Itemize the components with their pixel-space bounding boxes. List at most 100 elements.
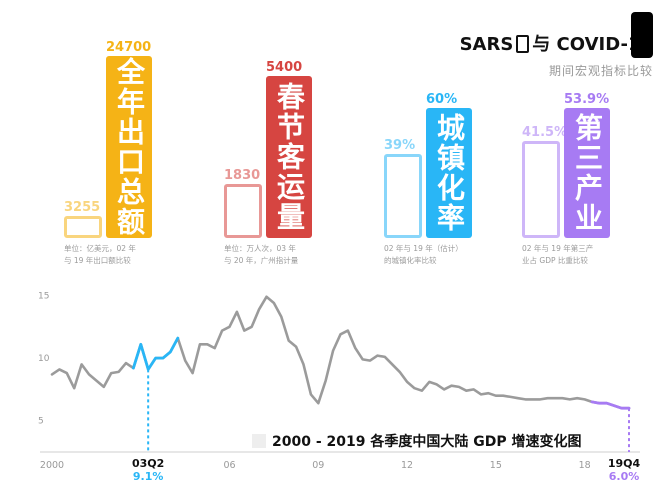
- data-point: [140, 344, 141, 345]
- y-tick-label: 10: [38, 354, 50, 364]
- data-point: [525, 399, 526, 400]
- metric-note: 单位：万人次，03 年 与 20 年，广州指计量: [224, 243, 344, 267]
- metric-ghost-bar: [224, 184, 262, 238]
- data-point: [599, 403, 600, 404]
- data-point: [517, 398, 518, 399]
- highlight-label: 19Q4 6.0%: [599, 457, 649, 483]
- data-point: [229, 326, 230, 327]
- data-point: [621, 408, 622, 409]
- x-tick-label: 2000: [40, 460, 64, 471]
- data-point: [384, 356, 385, 357]
- data-point: [392, 364, 393, 365]
- metric-ghost-bar: [522, 141, 560, 238]
- metric-note-line2: 的城镇化率比较: [384, 256, 437, 265]
- data-point: [473, 389, 474, 390]
- metric-note-line1: 02 年与 19 年第三产: [522, 244, 594, 253]
- data-point: [259, 309, 260, 310]
- data-point: [333, 350, 334, 351]
- data-point: [214, 348, 215, 349]
- metric-note-line2: 与 19 年出口额比较: [64, 256, 131, 265]
- data-point: [81, 364, 82, 365]
- data-point: [532, 399, 533, 400]
- data-point: [303, 364, 304, 365]
- highlight-value: 6.0%: [608, 470, 640, 483]
- highlight-period: 03Q2: [132, 457, 165, 470]
- data-point: [399, 371, 400, 372]
- data-point: [503, 395, 504, 396]
- data-point: [606, 403, 607, 404]
- metric-low-value: 1830: [224, 168, 261, 183]
- metric-bar: 春节客运量: [266, 76, 312, 238]
- metric-high-value: 60%: [426, 92, 458, 107]
- data-point: [155, 358, 156, 359]
- x-tick-label: 15: [490, 460, 502, 471]
- data-point: [347, 330, 348, 331]
- data-point: [192, 373, 193, 374]
- y-tick-label: 15: [38, 292, 49, 302]
- chart-title: 2000 - 2019 各季度中国大陆 GDP 增速变化图: [252, 431, 581, 451]
- data-point: [421, 390, 422, 391]
- page-title-block: SARS 与 COVID-19 期间宏观指标比较: [413, 12, 653, 79]
- metric-note-line2: 与 20 年，广州指计量: [224, 256, 299, 265]
- metric-high-value: 5400: [266, 60, 303, 75]
- data-point: [466, 390, 467, 391]
- metric-note: 02 年与 19 年第三产 业占 GDP 比重比较: [522, 243, 642, 267]
- data-point: [133, 368, 134, 369]
- data-point: [222, 330, 223, 331]
- data-point: [510, 396, 511, 397]
- data-point: [162, 358, 163, 359]
- data-point: [207, 344, 208, 345]
- data-point: [444, 389, 445, 390]
- metric-high-value: 24700: [106, 40, 152, 55]
- metric-note-line1: 单位：亿美元，02 年: [64, 244, 136, 253]
- data-point: [340, 334, 341, 335]
- data-point: [103, 386, 104, 387]
- data-point: [185, 360, 186, 361]
- metric-note-line2: 业占 GDP 比重比较: [522, 256, 588, 265]
- data-point: [251, 326, 252, 327]
- data-point: [562, 398, 563, 399]
- data-point: [377, 355, 378, 356]
- x-tick-label: 12: [401, 460, 413, 471]
- data-point: [88, 374, 89, 375]
- metric-bar: 城镇化率: [426, 108, 472, 238]
- data-point: [591, 401, 592, 402]
- highlight-label: 03Q2 9.1%: [123, 457, 173, 483]
- metric-low-value: 39%: [384, 138, 416, 153]
- covid-period-segment: [590, 400, 631, 410]
- data-point: [414, 388, 415, 389]
- x-tick-label: 09: [312, 460, 324, 471]
- title-left: SARS: [459, 34, 514, 55]
- data-point: [488, 393, 489, 394]
- metric-bar: 全年出口总额: [106, 56, 152, 238]
- data-point: [547, 398, 548, 399]
- data-point: [429, 381, 430, 382]
- metric-low-value: 3255: [64, 200, 101, 215]
- data-point: [436, 384, 437, 385]
- metric-ghost-bar: [64, 216, 102, 238]
- metric-note: 单位：亿美元，02 年 与 19 年出口额比较: [64, 243, 184, 267]
- data-point: [325, 380, 326, 381]
- data-point: [51, 374, 52, 375]
- data-point: [296, 346, 297, 347]
- sars-period-segment: [131, 336, 180, 371]
- title-marker-icon: [252, 434, 266, 448]
- data-point: [125, 363, 126, 364]
- data-point: [170, 351, 171, 352]
- x-tick-label: 18: [579, 460, 591, 471]
- highlight-period: 19Q4: [607, 457, 641, 470]
- x-tick-label: 06: [223, 460, 235, 471]
- data-point: [451, 385, 452, 386]
- data-point: [273, 302, 274, 303]
- chart-title-text: 2000 - 2019 各季度中国大陆 GDP 增速变化图: [272, 434, 582, 450]
- metric-note-line1: 02 年与 19 年（估计）: [384, 244, 463, 253]
- metric-high-value: 53.9%: [564, 92, 610, 107]
- data-point: [66, 373, 67, 374]
- box-glyph-icon: [516, 35, 530, 53]
- data-point: [96, 380, 97, 381]
- data-point: [584, 399, 585, 400]
- data-point: [244, 330, 245, 331]
- data-point: [577, 398, 578, 399]
- title-right: 与 COVID-19: [532, 34, 653, 55]
- metric-note: 02 年与 19 年（估计） 的城镇化率比较: [384, 243, 504, 267]
